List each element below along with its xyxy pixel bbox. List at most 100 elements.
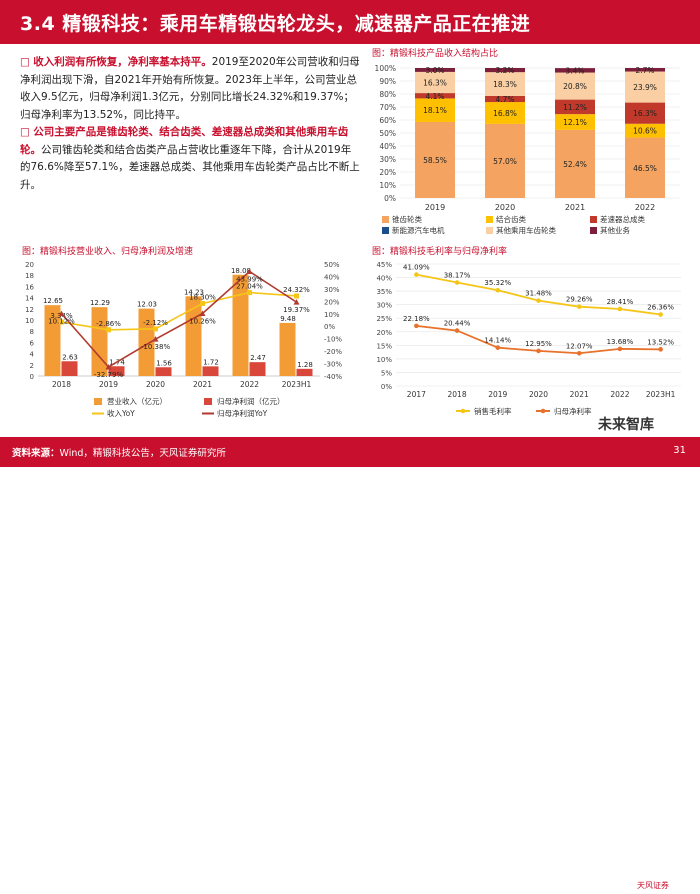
summary-text: □ 收入利润有所恢复，净利率基本持平。2019至2020年公司营收和归母净利润出…: [20, 54, 360, 194]
x-tick-label: 2021: [193, 380, 212, 389]
data-label: 28.41%: [607, 298, 634, 306]
legend-label: 营业收入（亿元）: [107, 396, 167, 406]
legend-swatch: [590, 216, 597, 223]
paragraph-products: □ 公司主要产品是锥齿轮类、结合齿类、差速器总成类和其他乘用车齿轮。公司锥齿轮类…: [20, 124, 360, 194]
x-tick-label: 2019: [488, 390, 507, 399]
data-label: 9.48: [280, 315, 296, 323]
legend-swatch: [486, 216, 493, 223]
data-label: 22.18%: [403, 315, 430, 323]
data-label: 4.1%: [425, 92, 444, 101]
revenue-bar: [138, 308, 155, 376]
legend-label: 归母净利润YoY: [217, 408, 268, 418]
profit-bar: [108, 366, 125, 376]
x-tick-label: 2019: [425, 203, 445, 212]
y-tick-label: 16: [25, 283, 34, 291]
stack-segment: [625, 137, 665, 198]
data-label: 16.8%: [493, 109, 517, 118]
data-label: 35.32%: [484, 279, 511, 287]
data-label: 18.3%: [493, 80, 517, 89]
y-tick-label: 5%: [381, 369, 392, 377]
data-label: 27.04%: [236, 283, 263, 291]
page-footer: 资料来源：Wind，精锻科技公告，天风证券研究所 天风证券 31: [0, 437, 700, 894]
data-label: -32.79%: [94, 371, 124, 379]
y-tick-label: 10%: [376, 356, 392, 364]
legend-swatch: [590, 227, 597, 234]
y-tick-label: 50%: [379, 129, 396, 138]
stack-segment: [625, 102, 665, 124]
source-text: Wind，精锻科技公告，天风证券研究所: [59, 448, 226, 459]
data-label: 46.5%: [633, 164, 657, 173]
source-note: 资料来源：Wind，精锻科技公告，天风证券研究所: [12, 445, 226, 459]
line-marker: [152, 336, 159, 342]
stack-segment: [415, 98, 455, 122]
stack-segment: [485, 72, 525, 96]
stack-segment: [625, 123, 665, 138]
stack-segment: [415, 71, 455, 94]
line-marker: [576, 350, 582, 356]
revenue-bar: [232, 274, 249, 376]
stack-segment: [485, 123, 525, 198]
y2-tick-label: 30%: [324, 286, 340, 294]
profit-bar: [61, 361, 78, 376]
profit-bar: [249, 362, 266, 376]
data-label: 19.37%: [283, 306, 310, 314]
paragraph-body: 2019至2020年公司营收和归母净利润出现下滑，自2021年开始有所恢复。20…: [20, 56, 360, 121]
y-tick-label: 90%: [379, 77, 396, 86]
legend-label: 收入YoY: [107, 408, 135, 418]
legend-swatch: [486, 227, 493, 234]
y2-tick-label: -10%: [324, 336, 342, 344]
y-tick-label: 10%: [379, 181, 396, 190]
line-marker: [454, 280, 460, 285]
legend-label: 归母净利润（亿元）: [217, 396, 285, 406]
line-marker: [105, 364, 112, 370]
y-tick-label: 20%: [379, 168, 396, 177]
y-tick-label: 70%: [379, 103, 396, 112]
data-label: 1.72: [203, 358, 219, 366]
data-label: 43.99%: [236, 275, 263, 283]
x-tick-label: 2020: [146, 380, 165, 389]
line-marker: [576, 304, 582, 309]
page-title: 3.4 精锻科技：乘用车精锻齿轮龙头，减速器产品正在推进: [20, 13, 531, 35]
stack-segment: [415, 68, 455, 72]
data-label: 2.7%: [635, 66, 654, 75]
revenue-yoy-line: [61, 291, 297, 331]
data-label: 1.56: [156, 359, 172, 367]
line-marker: [617, 346, 623, 352]
x-tick-label: 2023H1: [282, 380, 312, 389]
data-label: 13.52%: [647, 338, 674, 346]
x-tick-label: 2021: [565, 203, 585, 212]
data-label: 52.4%: [563, 160, 587, 169]
data-label: 41.09%: [403, 264, 430, 272]
revenue-bar: [279, 322, 296, 376]
revenue-chart-title: 图：精锻科技营业收入、归母净利润及增速: [22, 247, 194, 257]
y-tick-label: 0%: [384, 194, 396, 203]
data-label: 12.29: [90, 299, 110, 307]
paragraph-heading: 收入利润有所恢复，净利率基本持平。: [33, 56, 212, 68]
profit-bar: [202, 366, 219, 376]
y2-tick-label: -30%: [324, 361, 342, 369]
x-tick-label: 2022: [610, 390, 629, 399]
data-label: 10.6%: [633, 127, 657, 136]
y-tick-label: 80%: [379, 90, 396, 99]
data-label: 12.95%: [525, 340, 552, 348]
data-label: -10.38%: [141, 343, 171, 351]
x-tick-label: 2022: [240, 380, 259, 389]
line-marker: [293, 299, 300, 305]
revenue-chart: 0 2 4 6 8 10 12 14 16 18 20 -40% -30% -20% -10% 0% 10% 20…: [25, 261, 342, 418]
data-label: 24.32%: [283, 286, 310, 294]
x-tick-label: 2022: [635, 203, 655, 212]
y-tick-label: 60%: [379, 116, 396, 125]
paragraph-body: 公司锥齿轮类和结合齿类产品占营收比重逐年下降，合计从2019年的76.6%降至5…: [20, 143, 360, 191]
data-label: 20.44%: [444, 320, 471, 328]
x-tick-label: 2019: [99, 380, 118, 389]
y2-tick-label: 20%: [324, 298, 340, 306]
data-label: 3.0%: [425, 66, 444, 75]
revenue-bar: [44, 305, 61, 376]
stack-segment: [415, 93, 455, 99]
source-label: 资料来源：: [12, 448, 60, 459]
y-tick-label: 12: [25, 306, 34, 314]
legend-label: 结合齿类: [496, 214, 526, 224]
margin-chart: 0% 5% 10% 15% 20% 25% 30% 35% 40% 45% 2017 2018 2019…: [376, 261, 681, 416]
stack-segment: [415, 121, 455, 198]
line-marker: [58, 310, 65, 317]
